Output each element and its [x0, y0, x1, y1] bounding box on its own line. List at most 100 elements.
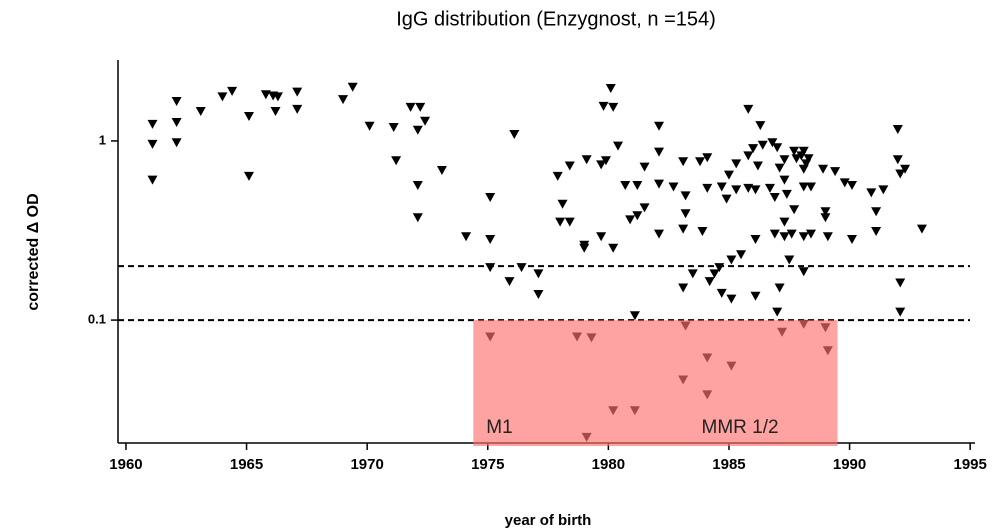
point [687, 269, 698, 279]
point [805, 182, 816, 192]
point [784, 255, 795, 265]
point [779, 175, 790, 185]
point [791, 154, 802, 164]
point [798, 267, 809, 277]
point [420, 116, 431, 126]
chart-title: IgG distribution (Enzygnost, n =154) [396, 8, 716, 30]
point [769, 193, 780, 203]
point [789, 146, 800, 156]
point [654, 179, 665, 189]
point [391, 156, 402, 166]
point [620, 181, 631, 191]
point [364, 121, 375, 131]
point [415, 102, 426, 112]
point [866, 188, 877, 198]
point [516, 263, 527, 273]
point [504, 277, 515, 287]
point [608, 102, 619, 112]
point [147, 139, 158, 149]
point [388, 123, 399, 133]
point [702, 183, 713, 193]
point [552, 171, 563, 181]
point [600, 156, 611, 166]
point [632, 211, 643, 221]
point [579, 243, 590, 253]
point [171, 138, 182, 148]
point [461, 232, 472, 242]
point [412, 213, 423, 223]
point [748, 144, 759, 154]
point [639, 162, 650, 172]
point [509, 129, 520, 139]
point [598, 101, 609, 111]
point [564, 217, 575, 227]
point [820, 207, 831, 217]
point [822, 232, 833, 242]
y-tick-label: 1 [99, 132, 106, 147]
point [798, 146, 809, 156]
point [789, 205, 800, 215]
region-label: M1 [486, 417, 512, 438]
point [678, 283, 689, 293]
point [678, 224, 689, 234]
point [723, 170, 734, 180]
point [798, 232, 809, 242]
point [709, 269, 720, 279]
point [654, 147, 665, 157]
point [639, 203, 650, 213]
point [846, 181, 857, 191]
point [774, 283, 785, 293]
point [820, 213, 831, 223]
point [871, 207, 882, 217]
point [714, 263, 725, 273]
point [878, 185, 889, 195]
point [716, 288, 727, 298]
point [227, 86, 238, 96]
point [704, 277, 715, 287]
point [895, 307, 906, 317]
point [839, 178, 850, 188]
point [743, 183, 754, 193]
point [260, 90, 271, 100]
shaded-region [473, 320, 838, 446]
point [755, 121, 766, 131]
point [217, 92, 228, 102]
point [781, 189, 792, 199]
point [726, 255, 737, 265]
point [871, 227, 882, 237]
point [803, 154, 814, 164]
point [292, 104, 303, 114]
point [147, 175, 158, 185]
point [678, 157, 689, 167]
x-tick-label: 1995 [953, 456, 986, 473]
point [721, 194, 732, 204]
point [750, 185, 761, 195]
point [697, 227, 708, 237]
x-axis-label: year of birth [505, 512, 592, 529]
point [830, 167, 841, 177]
point [752, 161, 763, 171]
y-tick-label: 0.1 [88, 312, 106, 327]
x-tick-label: 1990 [833, 456, 866, 473]
point [436, 165, 447, 175]
point [769, 229, 780, 239]
point [272, 92, 283, 102]
point [731, 159, 742, 169]
point [171, 96, 182, 106]
point [757, 140, 768, 150]
point [764, 183, 775, 193]
point [405, 102, 416, 112]
point [485, 234, 496, 244]
point [171, 117, 182, 127]
point [605, 83, 616, 93]
point [743, 151, 754, 161]
point [743, 104, 754, 114]
point [716, 182, 727, 192]
point [750, 234, 761, 244]
point [895, 169, 906, 179]
point [774, 163, 785, 173]
point [680, 191, 691, 201]
point [608, 243, 619, 253]
point [668, 182, 679, 192]
